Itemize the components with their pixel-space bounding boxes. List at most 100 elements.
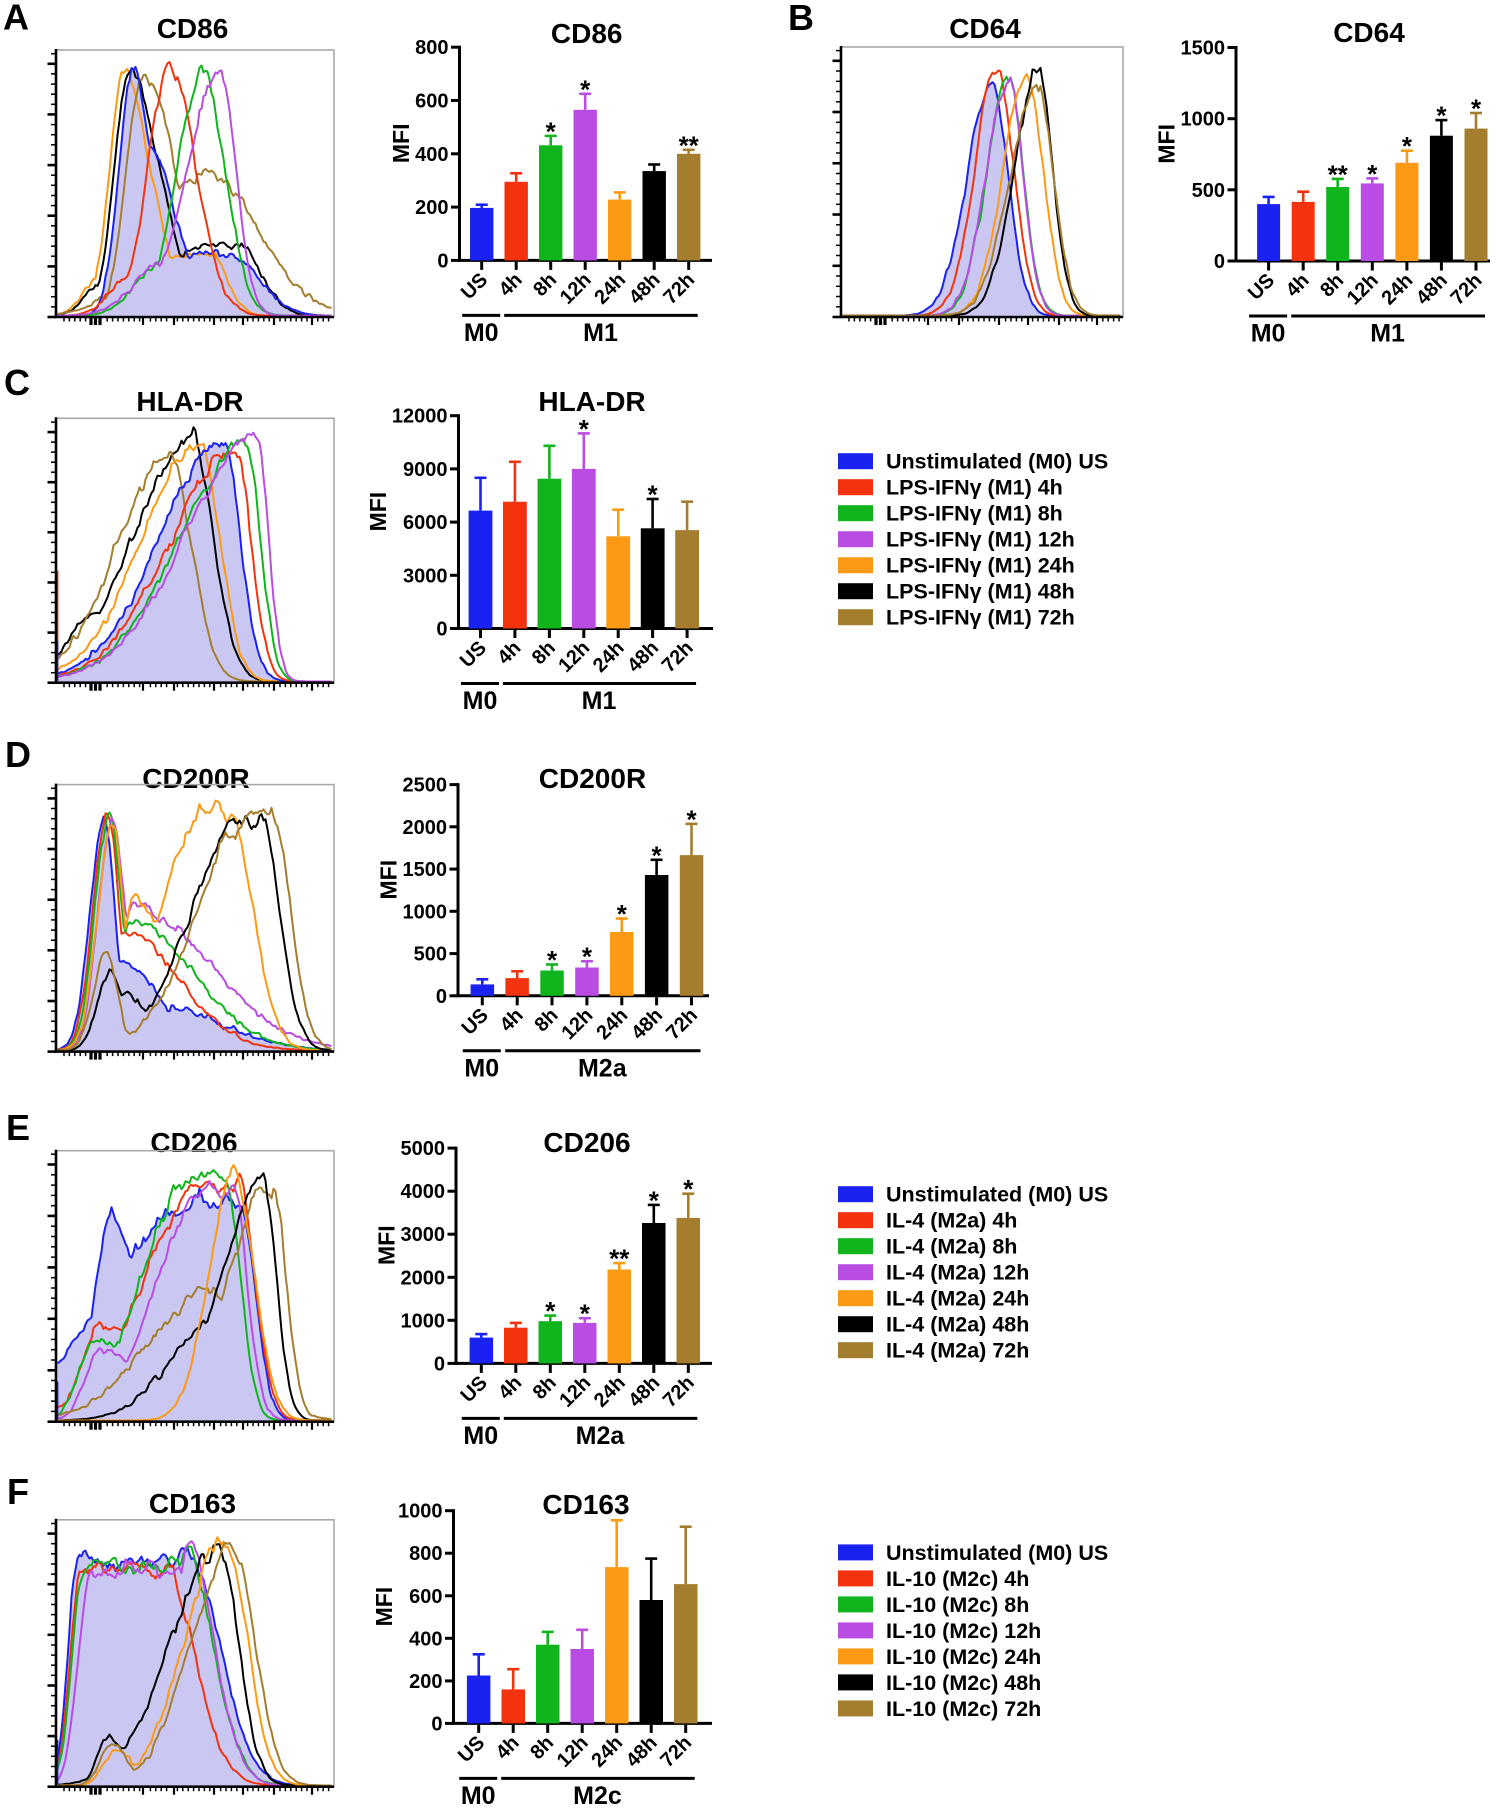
svg-text:M1: M1 xyxy=(1370,320,1405,348)
svg-text:0: 0 xyxy=(1214,251,1225,273)
svg-text:72h: 72h xyxy=(656,1732,696,1772)
svg-text:48h: 48h xyxy=(1412,269,1452,309)
svg-text:500: 500 xyxy=(1192,180,1225,202)
svg-text:LPS-IFNγ (M1) 48h: LPS-IFNγ (M1) 48h xyxy=(886,580,1075,604)
svg-text:IL-10 (M2c) 4h: IL-10 (M2c) 4h xyxy=(886,1567,1029,1591)
svg-text:LPS-IFNγ (M1) 8h: LPS-IFNγ (M1) 8h xyxy=(886,502,1063,526)
svg-text:M2c: M2c xyxy=(573,1782,622,1808)
svg-text:IL-10 (M2c) 72h: IL-10 (M2c) 72h xyxy=(886,1697,1041,1721)
svg-text:*: * xyxy=(686,804,697,834)
svg-text:HLA-DR: HLA-DR xyxy=(136,386,243,417)
svg-text:12h: 12h xyxy=(1343,269,1383,309)
svg-text:3000: 3000 xyxy=(403,565,448,587)
svg-text:0: 0 xyxy=(436,986,447,1008)
svg-text:MFI: MFI xyxy=(371,1587,397,1627)
svg-text:M0: M0 xyxy=(1251,320,1286,348)
svg-text:Unstimulated (M0) US: Unstimulated (M0) US xyxy=(886,1541,1108,1565)
svg-text:*: * xyxy=(683,1174,694,1204)
svg-text:US: US xyxy=(454,1732,489,1767)
svg-text:Unstimulated (M0) US: Unstimulated (M0) US xyxy=(886,1183,1108,1207)
svg-text:CD86: CD86 xyxy=(551,18,623,49)
svg-text:8h: 8h xyxy=(529,1372,561,1404)
svg-text:500: 500 xyxy=(414,944,447,966)
svg-text:CD64: CD64 xyxy=(949,13,1021,44)
svg-text:72h: 72h xyxy=(659,1372,699,1412)
svg-text:0: 0 xyxy=(437,250,448,272)
svg-text:8h: 8h xyxy=(526,1732,558,1764)
svg-text:IL-4 (M2a) 72h: IL-4 (M2a) 72h xyxy=(886,1339,1029,1363)
svg-text:IL-10 (M2c) 8h: IL-10 (M2c) 8h xyxy=(886,1593,1029,1617)
svg-text:IL-4 (M2a) 8h: IL-4 (M2a) 8h xyxy=(886,1235,1017,1259)
svg-text:12h: 12h xyxy=(553,1732,593,1772)
svg-text:*: * xyxy=(546,116,557,146)
svg-text:MFI: MFI xyxy=(374,1225,400,1265)
svg-text:*: * xyxy=(652,840,663,870)
svg-text:4h: 4h xyxy=(494,1372,526,1404)
svg-text:72h: 72h xyxy=(659,269,699,309)
svg-text:800: 800 xyxy=(415,37,448,59)
svg-text:M0: M0 xyxy=(461,1782,496,1808)
svg-text:72h: 72h xyxy=(658,637,698,677)
svg-text:*: * xyxy=(1367,159,1378,189)
svg-text:US: US xyxy=(457,269,492,304)
svg-text:0: 0 xyxy=(431,1713,442,1735)
svg-text:1500: 1500 xyxy=(403,859,448,881)
svg-text:48h: 48h xyxy=(622,1732,662,1772)
svg-text:M2a: M2a xyxy=(578,1054,628,1082)
svg-text:IL-4 (M2a) 12h: IL-4 (M2a) 12h xyxy=(886,1261,1029,1285)
svg-text:E: E xyxy=(6,1107,30,1148)
svg-text:IL-10 (M2c) 48h: IL-10 (M2c) 48h xyxy=(886,1671,1041,1695)
svg-text:*: * xyxy=(617,899,628,929)
svg-text:2500: 2500 xyxy=(403,775,448,797)
svg-text:4h: 4h xyxy=(496,1004,528,1036)
svg-text:3000: 3000 xyxy=(401,1224,446,1246)
svg-text:*: * xyxy=(649,1185,660,1215)
svg-text:M2a: M2a xyxy=(576,1422,626,1450)
svg-text:IL-4 (M2a) 24h: IL-4 (M2a) 24h xyxy=(886,1287,1029,1311)
svg-text:24h: 24h xyxy=(590,269,630,309)
svg-text:200: 200 xyxy=(415,197,448,219)
svg-text:400: 400 xyxy=(409,1628,442,1650)
svg-text:400: 400 xyxy=(415,144,448,166)
svg-text:12000: 12000 xyxy=(392,406,448,428)
svg-text:M1: M1 xyxy=(582,687,617,715)
svg-text:24h: 24h xyxy=(587,1732,627,1772)
svg-text:24h: 24h xyxy=(589,637,629,677)
svg-text:8h: 8h xyxy=(1316,269,1348,301)
svg-text:24h: 24h xyxy=(1378,269,1418,309)
svg-text:CD200R: CD200R xyxy=(142,763,249,794)
svg-text:48h: 48h xyxy=(627,1004,667,1044)
svg-text:CD206: CD206 xyxy=(150,1127,237,1158)
svg-text:*: * xyxy=(648,480,659,510)
svg-text:IL-4 (M2a) 48h: IL-4 (M2a) 48h xyxy=(886,1313,1029,1337)
svg-text:24h: 24h xyxy=(590,1372,630,1412)
svg-text:72h: 72h xyxy=(1447,269,1487,309)
svg-text:800: 800 xyxy=(409,1543,442,1565)
svg-text:**: ** xyxy=(679,130,700,160)
svg-text:M0: M0 xyxy=(463,687,498,715)
svg-text:1500: 1500 xyxy=(1181,38,1226,60)
svg-text:HLA-DR: HLA-DR xyxy=(538,386,645,417)
svg-text:4000: 4000 xyxy=(401,1181,446,1203)
svg-text:**: ** xyxy=(609,1244,630,1274)
svg-text:MFI: MFI xyxy=(376,860,402,900)
svg-text:C: C xyxy=(4,362,30,403)
svg-text:200: 200 xyxy=(409,1671,442,1693)
svg-text:*: * xyxy=(1402,131,1413,161)
svg-text:US: US xyxy=(456,637,491,672)
svg-text:B: B xyxy=(788,0,814,38)
svg-text:*: * xyxy=(582,942,593,972)
svg-text:1000: 1000 xyxy=(398,1501,443,1523)
svg-text:MFI: MFI xyxy=(388,123,414,163)
svg-text:*: * xyxy=(1436,101,1447,131)
svg-text:72h: 72h xyxy=(662,1004,702,1044)
svg-text:US: US xyxy=(458,1004,493,1039)
svg-text:24h: 24h xyxy=(592,1004,632,1044)
svg-text:5000: 5000 xyxy=(401,1138,446,1160)
svg-text:F: F xyxy=(7,1471,29,1512)
svg-text:1000: 1000 xyxy=(401,1310,446,1332)
svg-text:IL-10 (M2c) 24h: IL-10 (M2c) 24h xyxy=(886,1645,1041,1669)
svg-text:1000: 1000 xyxy=(403,901,448,923)
svg-text:*: * xyxy=(547,945,558,975)
svg-text:CD86: CD86 xyxy=(157,13,229,44)
